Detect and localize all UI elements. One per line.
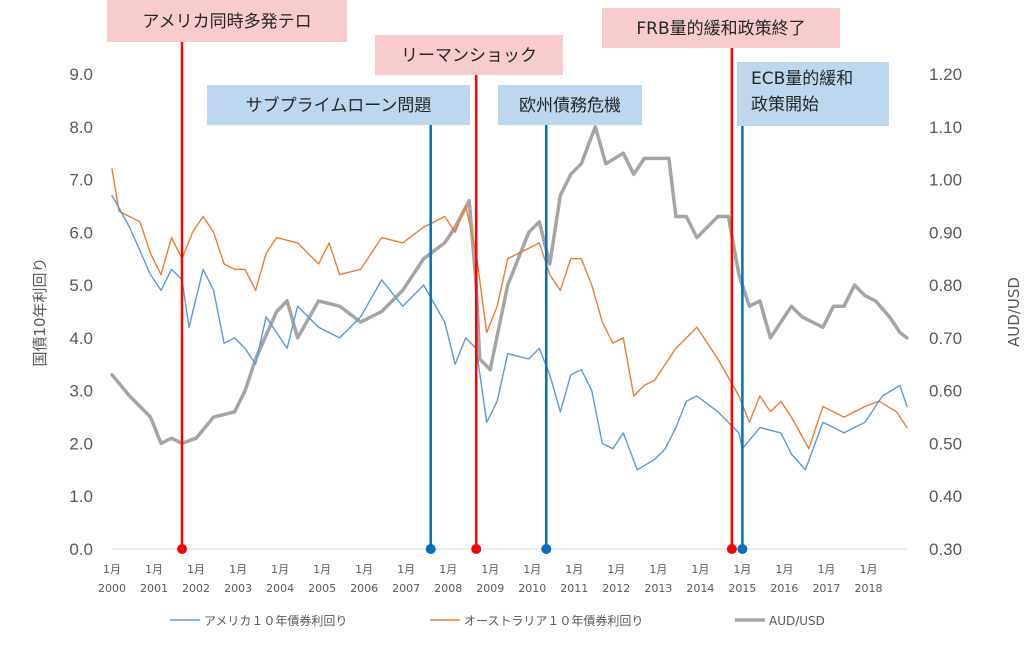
x-tick-year-label: 2014 (686, 582, 714, 595)
legend-label: AUD/USD (769, 614, 825, 628)
legend-label: オーストラリア１０年債券利回り (464, 613, 643, 628)
event-label-text: アメリカ同時多発テロ (142, 12, 311, 32)
x-tick-year-label: 2018 (854, 582, 882, 595)
x-tick-month-label: 1月 (103, 563, 121, 576)
event-label-text: ECB量的緩和 (751, 69, 853, 89)
x-tick-year-label: 2008 (434, 582, 462, 595)
x-tick-year-label: 2011 (560, 582, 588, 595)
series-lines (110, 125, 909, 471)
x-tick-month-label: 1月 (607, 563, 625, 576)
x-tick-month-label: 1月 (145, 563, 163, 576)
axes: 0.0 1.0 2.0 3.0 4.0 5.0 6.0 7.0 8.0 9.0 0.30 0.40 0.… (31, 65, 1023, 595)
y-right-tick-label: 1.20 (929, 65, 962, 84)
y-right-tick-label: 0.50 (929, 434, 962, 453)
x-tick-month-label: 1月 (439, 563, 457, 576)
x-tick-month-label: 1月 (691, 563, 709, 576)
y-left-tick-label: 2.0 (69, 434, 93, 453)
x-tick-month-label: 1月 (523, 563, 541, 576)
event-markers (177, 42, 748, 554)
y-right-axis-title: AUD/USD (1005, 277, 1023, 347)
series-line-2 (111, 168, 908, 450)
x-tick-year-label: 2001 (140, 582, 168, 595)
y-left-tick-label: 5.0 (69, 276, 93, 295)
y-left-tick-label: 3.0 (69, 382, 93, 401)
y-right-tick-label: 1.10 (929, 118, 962, 137)
x-tick-month-label: 1月 (481, 563, 499, 576)
legend-label: アメリカ１０年債券利回り (204, 613, 347, 628)
event-dot (726, 544, 737, 554)
y-left-tick-label: 4.0 (69, 329, 93, 348)
y-right-tick-label: 0.60 (929, 382, 962, 401)
x-tick-month-label: 1月 (649, 563, 667, 576)
event-label-box (498, 85, 642, 125)
y-right-tick-label: 0.80 (929, 276, 962, 295)
x-tick-year-label: 2007 (392, 582, 420, 595)
x-tick-year-label: 2017 (812, 582, 840, 595)
event-label-box (737, 62, 889, 126)
x-tick-year-label: 2006 (350, 582, 378, 595)
x-tick-month-label: 1月 (817, 563, 835, 576)
x-tick-year-label: 2012 (602, 582, 630, 595)
event-label-box (602, 8, 840, 48)
x-tick-year-label: 2004 (266, 582, 294, 595)
event-dot (737, 544, 748, 554)
x-tick-month-label: 1月 (187, 563, 205, 576)
x-tick-month-label: 1月 (733, 563, 751, 576)
x-tick-month-label: 1月 (271, 563, 289, 576)
x-tick-month-label: 1月 (565, 563, 583, 576)
event-dot (541, 544, 552, 554)
event-label-box (207, 85, 470, 125)
y-left-tick-label: 0.0 (69, 540, 93, 559)
series-line-3 (110, 125, 909, 446)
event-label-text: サブプライムローン問題 (246, 95, 432, 116)
x-tick-month-label: 1月 (313, 563, 331, 576)
y-left-tick-label: 9.0 (69, 65, 93, 84)
y-left-tick-label: 6.0 (69, 223, 93, 242)
event-label-text: 欧州債務危機 (519, 96, 621, 116)
event-dot (177, 544, 188, 554)
x-tick-month-label: 1月 (859, 563, 877, 576)
x-tick-year-label: 2013 (644, 582, 672, 595)
y-right-tick-label: 0.90 (929, 223, 962, 242)
event-label-text: リーマンショック (401, 46, 537, 66)
y-right-tick-label: 0.40 (929, 487, 962, 506)
x-tick-year-label: 2005 (308, 582, 336, 595)
event-dot (425, 544, 436, 554)
series-line-1 (111, 194, 908, 471)
event-label-text: 政策開始 (751, 95, 819, 115)
y-right-tick-label: 0.70 (929, 329, 962, 348)
event-label-box (107, 0, 347, 42)
x-tick-year-label: 2010 (518, 582, 546, 595)
y-left-tick-label: 7.0 (69, 171, 93, 190)
x-tick-month-label: 1月 (355, 563, 373, 576)
x-tick-month-label: 1月 (397, 563, 415, 576)
x-tick-year-label: 2002 (182, 582, 210, 595)
legend: アメリカ１０年債券利回り オーストラリア１０年債券利回り AUD/USD (170, 613, 825, 628)
y-right-tick-label: 1.00 (929, 171, 962, 190)
event-label-box (375, 35, 563, 75)
y-left-tick-label: 1.0 (69, 487, 93, 506)
event-label-text: FRB量的緩和政策終了 (636, 19, 805, 39)
x-tick-year-label: 2000 (98, 582, 126, 595)
x-tick-month-label: 1月 (775, 563, 793, 576)
x-tick-year-label: 2016 (770, 582, 798, 595)
event-dot (471, 544, 482, 554)
y-right-tick-label: 0.30 (929, 540, 962, 559)
y-left-axis-title: 国債10年利回り (31, 257, 49, 366)
x-tick-month-label: 1月 (229, 563, 247, 576)
x-tick-year-label: 2003 (224, 582, 252, 595)
x-tick-year-label: 2015 (728, 582, 756, 595)
x-tick-year-label: 2009 (476, 582, 504, 595)
y-left-tick-label: 8.0 (69, 118, 93, 137)
